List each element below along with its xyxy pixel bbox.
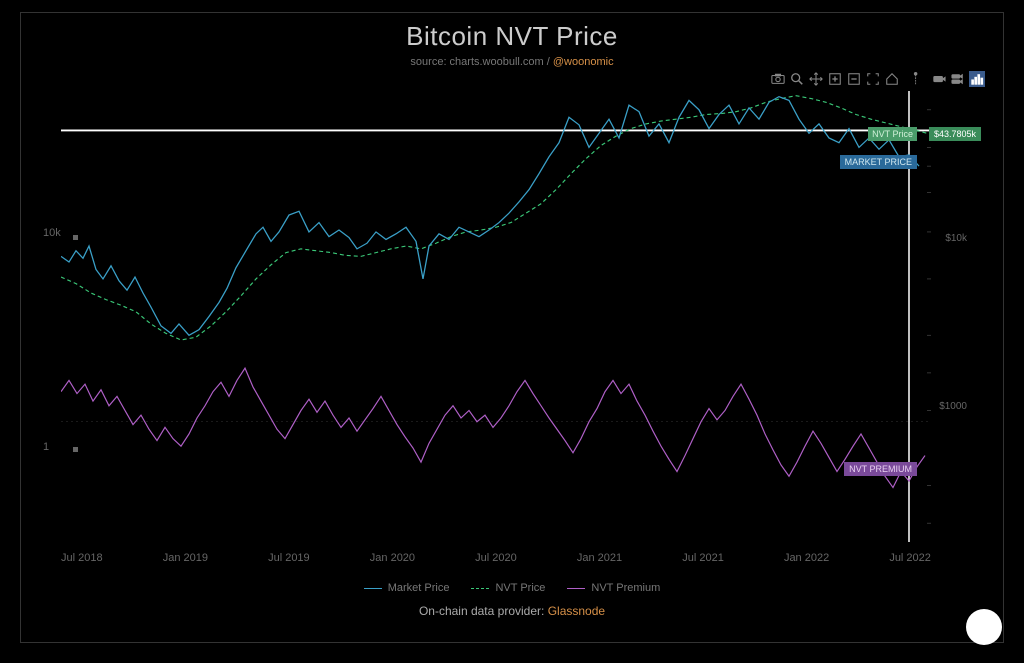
- zoom-in-icon[interactable]: [827, 71, 843, 87]
- pan-icon[interactable]: [808, 71, 824, 87]
- chart-title: Bitcoin NVT Price: [21, 21, 1003, 52]
- x-tick: Jul 2020: [475, 552, 517, 564]
- source-text: source: charts.woobull.com /: [410, 56, 552, 68]
- plot-svg: [61, 91, 931, 542]
- legend-item-premium[interactable]: NVT Premium: [567, 582, 660, 594]
- x-tick: Jan 2022: [784, 552, 829, 564]
- crosshair-nvt-value: $43.7805k: [929, 127, 981, 141]
- compare-icon[interactable]: [950, 71, 966, 87]
- plot-area[interactable]: $43.7805k NVT Price MARKET PRICE NVT PRE…: [61, 91, 931, 542]
- legend-label: Market Price: [388, 582, 450, 594]
- provider-link[interactable]: Glassnode: [548, 604, 605, 618]
- x-tick: Jul 2019: [268, 552, 310, 564]
- camera-icon[interactable]: [770, 71, 786, 87]
- crosshair-premium-label: NVT PREMIUM: [844, 462, 917, 476]
- x-axis: Jul 2018 Jan 2019 Jul 2019 Jan 2020 Jul …: [61, 552, 931, 564]
- spike-icon[interactable]: [912, 71, 928, 87]
- x-tick: Jul 2018: [61, 552, 103, 564]
- x-tick: Jan 2019: [163, 552, 208, 564]
- y-left-tick-10k: 10k: [43, 227, 61, 239]
- crosshair-market-label: MARKET PRICE: [840, 155, 917, 169]
- legend-item-nvt[interactable]: NVT Price: [471, 582, 545, 594]
- x-tick: Jul 2021: [682, 552, 724, 564]
- zoom-out-icon[interactable]: [846, 71, 862, 87]
- legend-swatch: [471, 588, 489, 589]
- chart-subtitle: source: charts.woobull.com / @woonomic: [21, 56, 1003, 68]
- fab-button[interactable]: [966, 609, 1002, 645]
- y-left-tick-1: 1: [43, 441, 49, 453]
- zoom-icon[interactable]: [789, 71, 805, 87]
- legend-item-market[interactable]: Market Price: [364, 582, 450, 594]
- provider-prefix: On-chain data provider:: [419, 604, 548, 618]
- plotly-logo-icon[interactable]: [969, 71, 985, 87]
- hover-icon[interactable]: [931, 71, 947, 87]
- legend-swatch: [567, 588, 585, 589]
- legend: Market Price NVT Price NVT Premium: [21, 582, 1003, 594]
- x-tick: Jul 2022: [889, 552, 931, 564]
- legend-label: NVT Price: [495, 582, 545, 594]
- crosshair-nvt-label: NVT Price: [868, 127, 917, 141]
- autoscale-icon[interactable]: [865, 71, 881, 87]
- y-right-tick-1000: $1000: [939, 401, 967, 412]
- legend-swatch: [364, 588, 382, 589]
- home-icon[interactable]: [884, 71, 900, 87]
- legend-label: NVT Premium: [591, 582, 660, 594]
- chart-toolbar: [770, 71, 985, 87]
- chart-container: Bitcoin NVT Price source: charts.woobull…: [20, 12, 1004, 643]
- y-right-tick-10k: $10k: [945, 233, 967, 244]
- x-tick: Jan 2020: [370, 552, 415, 564]
- source-link[interactable]: @woonomic: [553, 56, 614, 68]
- provider-text: On-chain data provider: Glassnode: [21, 604, 1003, 618]
- x-tick: Jan 2021: [577, 552, 622, 564]
